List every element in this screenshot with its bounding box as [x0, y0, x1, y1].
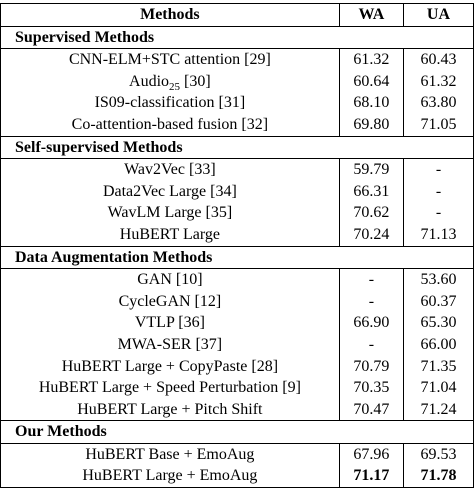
table-row: MWA-SER [37] - 66.00 [0, 333, 474, 356]
table-row: HuBERT Large + Pitch Shift 70.47 71.24 [0, 398, 474, 421]
section-row-data-augmentation: Data Augmentation Methods [0, 245, 474, 270]
results-table: Methods WA UA Supervised Methods CNN-ELM… [0, 3, 474, 488]
table-row: CNN-ELM+STC attention [29] 61.32 60.43 [0, 48, 474, 71]
method-cell: MWA-SER [37] [0, 333, 340, 356]
table-row: GAN [10] - 53.60 [0, 268, 474, 291]
wa-cell: 68.10 [339, 92, 404, 114]
ua-cell-best: 71.78 [403, 465, 474, 488]
wa-cell: 70.79 [339, 355, 404, 378]
header-row: Methods WA UA [0, 3, 474, 27]
wa-cell: 67.96 [339, 443, 404, 466]
table-row: HuBERT Base + EmoAug 67.96 69.53 [0, 443, 474, 466]
table-row: Audio25 [30] 60.64 61.32 [0, 70, 474, 93]
method-cell: Co-attention-based fusion [32] [0, 113, 340, 137]
wa-cell: 70.35 [339, 377, 404, 399]
table-row: HuBERT Large 70.24 71.13 [0, 223, 474, 247]
wa-cell: 69.80 [339, 113, 404, 137]
section-row-our-methods: Our Methods [0, 420, 474, 444]
table-row: Co-attention-based fusion [32] 69.80 71.… [0, 113, 474, 137]
header-wa: WA [339, 3, 404, 27]
wa-cell: - [339, 290, 404, 313]
ua-cell: 71.04 [403, 377, 474, 399]
method-cell: HuBERT Large + Speed Perturbation [9] [0, 377, 340, 399]
wa-cell: - [339, 333, 404, 356]
ua-cell: - [403, 180, 474, 203]
ua-cell: 71.13 [403, 223, 474, 247]
table-row: HuBERT Large + EmoAug 71.17 71.78 [0, 465, 474, 488]
wa-cell: 59.79 [339, 158, 404, 181]
ua-cell: - [403, 158, 474, 181]
table-row: CycleGAN [12] - 60.37 [0, 290, 474, 313]
method-cell: HuBERT Large [0, 223, 340, 247]
ua-cell: 71.24 [403, 398, 474, 421]
section-title: Supervised Methods [0, 25, 474, 50]
method-cell: CNN-ELM+STC attention [29] [0, 48, 340, 71]
table-row: WavLM Large [35] 70.62 - [0, 202, 474, 224]
wa-cell: 66.90 [339, 312, 404, 334]
wa-cell-best: 71.17 [339, 465, 404, 488]
ua-cell: 60.37 [403, 290, 474, 313]
table-row: Wav2Vec [33] 59.79 - [0, 158, 474, 181]
method-cell: HuBERT Base + EmoAug [0, 443, 340, 466]
ua-cell: 65.30 [403, 312, 474, 334]
method-cell: Data2Vec Large [34] [0, 180, 340, 203]
method-cell: Wav2Vec [33] [0, 158, 340, 181]
section-title: Self-supervised Methods [0, 135, 474, 160]
header-ua: UA [403, 3, 474, 27]
wa-cell: 70.24 [339, 223, 404, 247]
ua-cell: 71.05 [403, 113, 474, 137]
wa-cell: - [339, 268, 404, 291]
ua-cell: 71.35 [403, 355, 474, 378]
wa-cell: 66.31 [339, 180, 404, 203]
header-methods: Methods [0, 3, 340, 27]
ua-cell: 66.00 [403, 333, 474, 356]
method-cell: IS09-classification [31] [0, 92, 340, 114]
wa-cell: 70.47 [339, 398, 404, 421]
wa-cell: 61.32 [339, 48, 404, 71]
ua-cell: 63.80 [403, 92, 474, 114]
wa-cell: 60.64 [339, 70, 404, 93]
method-cell: Audio25 [30] [0, 70, 340, 92]
ua-cell: 69.53 [403, 443, 474, 466]
section-row-supervised: Supervised Methods [0, 25, 474, 50]
ua-cell: - [403, 202, 474, 224]
method-cell: VTLP [36] [0, 312, 340, 334]
ua-cell: 60.43 [403, 48, 474, 71]
section-row-self-supervised: Self-supervised Methods [0, 135, 474, 160]
method-cell: CycleGAN [12] [0, 290, 340, 313]
table-row: HuBERT Large + Speed Perturbation [9] 70… [0, 377, 474, 399]
table-row: VTLP [36] 66.90 65.30 [0, 312, 474, 334]
section-title: Our Methods [0, 420, 474, 444]
ua-cell: 61.32 [403, 70, 474, 93]
method-cell: WavLM Large [35] [0, 202, 340, 224]
method-cell: HuBERT Large + EmoAug [0, 465, 340, 488]
table-row: Data2Vec Large [34] 66.31 - [0, 180, 474, 203]
table-row: IS09-classification [31] 68.10 63.80 [0, 92, 474, 114]
table-row: HuBERT Large + CopyPaste [28] 70.79 71.3… [0, 355, 474, 378]
section-title: Data Augmentation Methods [0, 245, 474, 270]
method-cell: HuBERT Large + Pitch Shift [0, 398, 340, 421]
wa-cell: 70.62 [339, 202, 404, 224]
method-cell: HuBERT Large + CopyPaste [28] [0, 355, 340, 378]
ua-cell: 53.60 [403, 268, 474, 291]
method-cell: GAN [10] [0, 268, 340, 291]
